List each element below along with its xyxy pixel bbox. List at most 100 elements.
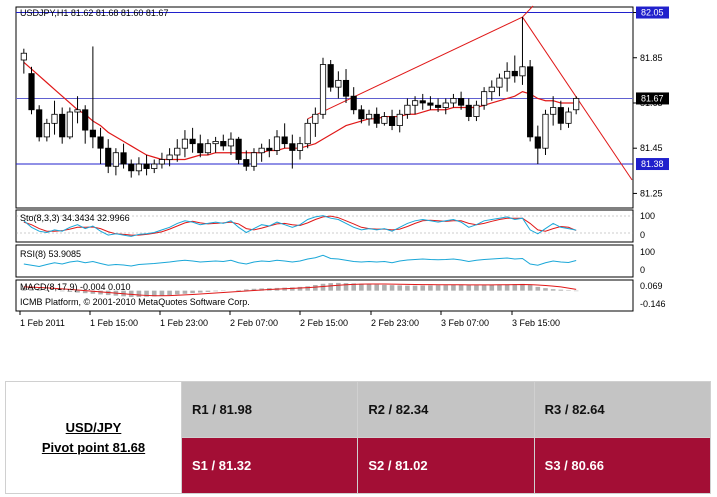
price-tick-label-3: 81.85: [640, 53, 663, 63]
candle-body-12: [112, 152, 119, 167]
main-chart-title: USDJPY,H1 81.62 81.68 81.60 81.67: [20, 8, 168, 18]
candle-42: [342, 69, 350, 103]
candle-44: [358, 105, 365, 124]
price-tag-bg-2: [636, 158, 669, 171]
candle-body-3: [43, 122, 50, 138]
candle-6: [66, 107, 73, 140]
support-3-cell: S3 / 80.66: [533, 437, 712, 494]
candle-body-39: [319, 64, 327, 115]
candle-body-8: [82, 109, 89, 131]
candle-49: [396, 109, 403, 133]
stochastic-panel-frame: [15, 209, 634, 243]
candle-body-66: [527, 66, 534, 138]
candle-58: [465, 98, 472, 122]
candlestick-series: [20, 17, 580, 178]
price-tags: 82.05 81.67 81.38: [636, 6, 669, 171]
candle-body-48: [388, 116, 396, 126]
candle-70: [557, 100, 564, 131]
candle-50: [404, 98, 411, 119]
candle-19: [166, 148, 173, 167]
candle-body-7: [74, 109, 81, 113]
currency-pair-label: USD/JPY: [65, 419, 122, 435]
candle-body-29: [243, 159, 250, 167]
indicator-tick-label-5: -0.146: [640, 299, 666, 309]
candle-1: [28, 66, 35, 115]
candle-body-19: [166, 154, 173, 160]
candle-body-34: [281, 136, 288, 145]
time-tick-label-6: 3 Feb 07:00: [441, 318, 489, 328]
candle-47: [381, 112, 388, 126]
candle-51: [411, 96, 419, 115]
candle-body-57: [458, 98, 465, 106]
candle-64: [511, 55, 518, 83]
candle-body-60: [481, 91, 488, 106]
price-tag-label-0: 82.05: [641, 8, 664, 18]
rsi-title: RSI(8) 53.9085: [20, 249, 81, 259]
indicator-tick-label-0: 100: [640, 211, 655, 221]
candle-36: [296, 136, 304, 160]
candle-body-47: [381, 116, 388, 124]
candle-body-49: [396, 113, 403, 126]
resistance-3-cell: R3 / 82.64: [533, 381, 712, 438]
candle-26: [220, 134, 227, 151]
candle-5: [59, 107, 66, 144]
candle-body-53: [427, 102, 434, 106]
price-tag-bg-1: [636, 92, 669, 105]
indicator-tick-label-4: 0.069: [640, 281, 663, 291]
candle-body-5: [59, 113, 66, 138]
candle-body-69: [550, 107, 557, 115]
candle-body-55: [442, 102, 449, 108]
candle-56: [450, 93, 457, 108]
candle-body-68: [542, 113, 549, 149]
candle-53: [427, 96, 434, 110]
rsi-line: [23, 254, 577, 268]
candle-body-9: [89, 129, 96, 138]
candle-28: [235, 136, 242, 165]
candle-29: [243, 150, 250, 171]
candle-body-41: [335, 79, 342, 88]
candle-14: [128, 159, 135, 178]
macd-layer: [21, 282, 579, 297]
macd-title: MACD(8,17,9) -0.004 0.010: [20, 282, 131, 292]
candle-body-2: [36, 109, 43, 138]
candle-24: [204, 139, 212, 155]
candle-59: [473, 100, 480, 122]
candle-45: [365, 109, 373, 126]
time-tick-label-3: 2 Feb 07:00: [230, 318, 278, 328]
price-tag-label-2: 81.38: [641, 159, 664, 169]
indicator-axes: 100 0 100 0 0.069 -0.146: [640, 211, 666, 309]
time-axis: 1 Feb 2011 1 Feb 15:00 1 Feb 23:00 2 Feb 07…: [19, 311, 560, 328]
stochastic-main-line: [23, 215, 577, 237]
candle-23: [197, 134, 204, 158]
candle-55: [442, 98, 449, 115]
candle-72: [573, 96, 580, 115]
time-tick-label-4: 2 Feb 15:00: [300, 318, 348, 328]
candle-9: [89, 46, 96, 149]
candle-body-70: [557, 107, 564, 124]
macd-signal-line: [23, 283, 577, 297]
candle-46: [373, 107, 380, 128]
candle-body-61: [488, 86, 495, 93]
resistance-2-cell: R2 / 82.34: [357, 381, 535, 438]
rising-trendline-extension: [522, 5, 534, 18]
candle-body-63: [504, 70, 511, 79]
pivot-info-cell: USD/JPY Pivot point 81.68: [5, 381, 182, 494]
candle-body-42: [342, 79, 350, 97]
candle-61: [488, 80, 495, 101]
candle-65: [519, 17, 526, 85]
indicator-tick-label-1: 0: [640, 230, 645, 240]
candle-30: [250, 148, 258, 171]
candle-68: [542, 109, 549, 155]
candle-body-30: [250, 152, 258, 167]
time-tick-label-1: 1 Feb 15:00: [90, 318, 138, 328]
candle-16: [143, 154, 150, 176]
candle-body-27: [227, 138, 235, 147]
candle-body-21: [181, 138, 189, 149]
support-2-cell: S2 / 81.02: [357, 437, 535, 494]
candle-body-13: [120, 152, 127, 165]
main-panel-frame: [15, 6, 634, 209]
candle-body-28: [235, 138, 242, 160]
pivot-point-label: Pivot point 81.68: [41, 439, 146, 455]
candle-17: [151, 159, 158, 174]
